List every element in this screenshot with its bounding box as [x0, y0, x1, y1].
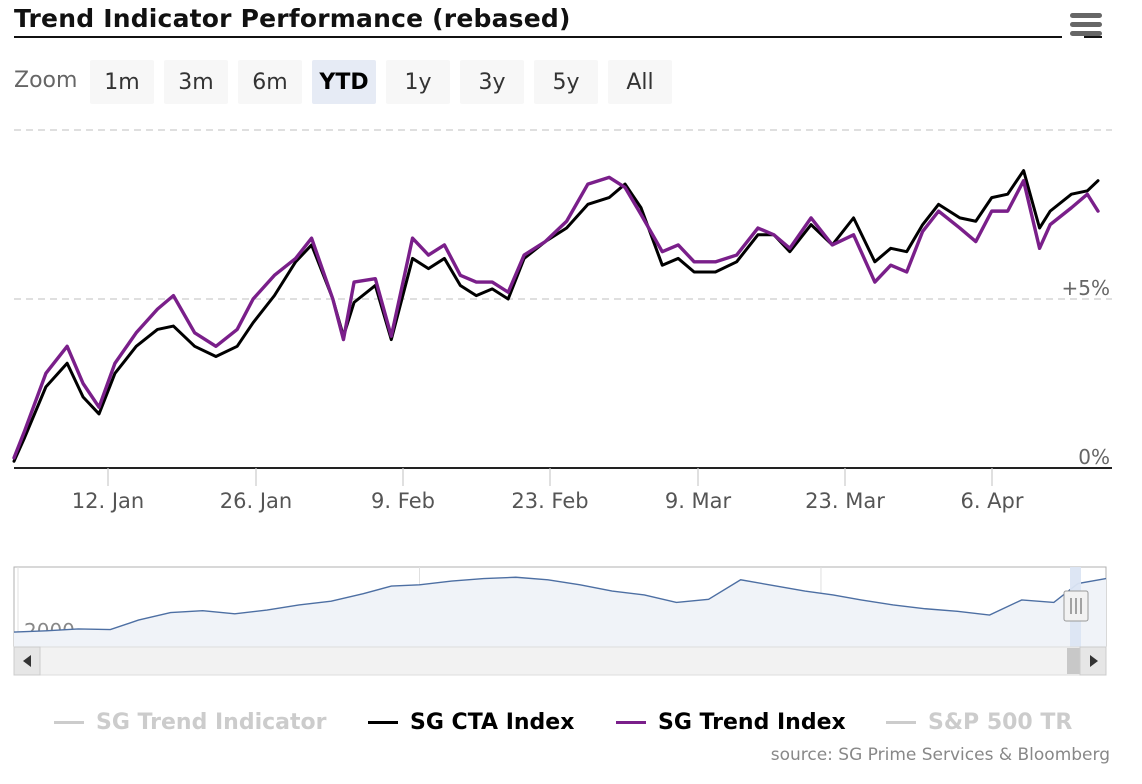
scroll-left-button[interactable]	[13, 646, 41, 676]
legend-swatch	[616, 720, 646, 724]
legend-item-sg-cta-index[interactable]: SG CTA Index	[368, 704, 574, 740]
zoom-button-3m[interactable]: 3m	[164, 60, 228, 104]
navigator-selection[interactable]	[1070, 567, 1081, 647]
title-underline	[14, 36, 1062, 38]
legend-item-sg-trend-index[interactable]: SG Trend Index	[616, 704, 846, 740]
legend-label: SG CTA Index	[410, 709, 575, 735]
zoom-button-6m[interactable]: 6m	[238, 60, 302, 104]
x-tick-label: 9. Mar	[665, 489, 732, 513]
navigator-x-label: 2000	[24, 619, 75, 643]
chart-title: Trend Indicator Performance (rebased)	[14, 4, 571, 33]
title-underline-end	[1084, 36, 1102, 38]
y-tick-label: 0%	[1078, 445, 1110, 469]
navigator-frame	[13, 566, 1107, 648]
zoom-button-1m[interactable]: 1m	[90, 60, 154, 104]
scrollbar-thumb[interactable]	[1067, 648, 1081, 674]
zoom-button-ytd[interactable]: YTD	[312, 60, 376, 104]
drag-handle-icon[interactable]	[1063, 590, 1089, 622]
legend-item-sp500-tr[interactable]: S&P 500 TR	[886, 704, 1072, 740]
navigator-area	[14, 577, 1106, 647]
legend-label: SG Trend Indicator	[96, 709, 327, 735]
legend-label: SG Trend Index	[658, 709, 846, 735]
zoom-button-5y[interactable]: 5y	[534, 60, 598, 104]
x-tick-label: 12. Jan	[72, 489, 144, 513]
legend-swatch	[54, 720, 84, 724]
scroll-right-button[interactable]	[1079, 646, 1107, 676]
legend-label: S&P 500 TR	[928, 709, 1073, 735]
scroll-right-icon	[1090, 655, 1098, 667]
x-tick-label: 23. Mar	[805, 489, 885, 513]
x-tick-label: 9. Feb	[371, 489, 435, 513]
navigator-scrollbar-track[interactable]	[13, 646, 1107, 676]
zoom-label: Zoom	[14, 68, 78, 93]
x-tick-label: 26. Jan	[220, 489, 292, 513]
navigator-x-label: 2020	[827, 619, 878, 643]
navigator-x-label: 2010	[425, 619, 476, 643]
hamburger-menu-icon[interactable]	[1066, 10, 1106, 40]
navigator-series-line	[13, 576, 1107, 633]
x-tick-label: 6. Apr	[960, 489, 1023, 513]
zoom-button-1y[interactable]: 1y	[386, 60, 450, 104]
zoom-button-all[interactable]: All	[608, 60, 672, 104]
zoom-button-3y[interactable]: 3y	[460, 60, 524, 104]
legend-item-sg-trend-indicator[interactable]: SG Trend Indicator	[54, 704, 327, 740]
legend-swatch	[886, 720, 916, 724]
scroll-left-icon	[23, 655, 31, 667]
series-line-sg-trend-index[interactable]	[12, 175, 1100, 460]
series-line-sg-cta-index[interactable]	[12, 169, 1100, 463]
legend-swatch	[368, 720, 398, 724]
y-tick-label: +5%	[1062, 276, 1111, 300]
credits: source: SG Prime Services & Bloomberg	[770, 745, 1110, 765]
x-tick-label: 23. Feb	[511, 489, 588, 513]
